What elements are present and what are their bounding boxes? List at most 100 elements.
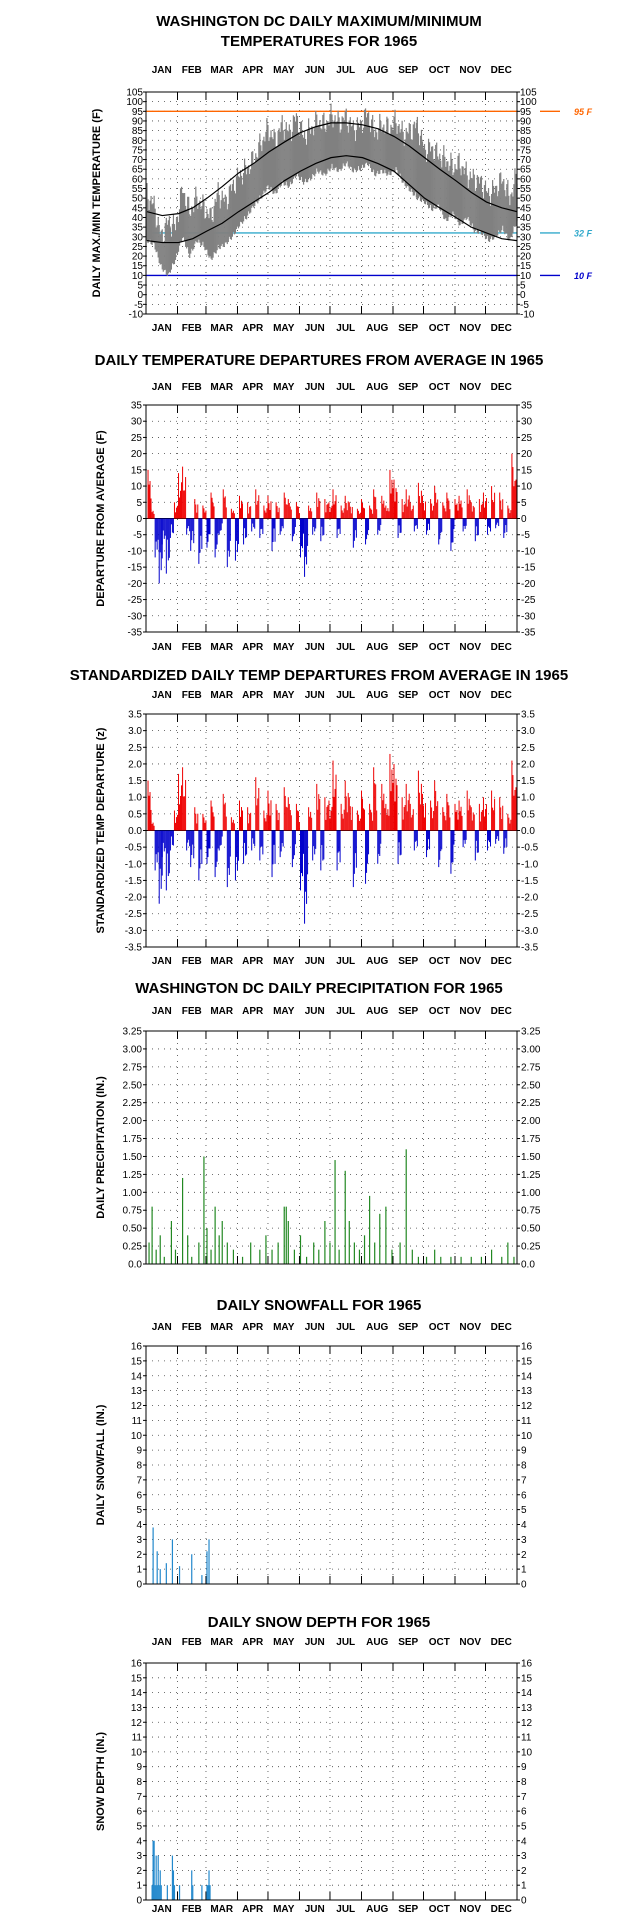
chart-title: WASHINGTON DC DAILY PRECIPITATION FOR 19… (135, 980, 503, 997)
y-tick-right: 14 (521, 1371, 533, 1382)
y-tick-left: 0.75 (123, 1206, 143, 1217)
month-label-bottom: NOV (459, 323, 481, 334)
y-tick-right: 2 (521, 1866, 527, 1877)
y-tick-left: 30 (132, 232, 144, 243)
y-tick-left: 25 (132, 242, 144, 253)
y-tick-left: 9 (136, 1762, 142, 1773)
month-label-bottom: DEC (491, 642, 512, 653)
month-label-top: AUG (366, 382, 388, 393)
chart-5: DAILY SNOWFALL FOR 1965 JAN FEB MAR APR MAY JU… (95, 1297, 533, 1591)
month-label-top: JUL (336, 690, 355, 701)
month-label-bottom: AUG (366, 956, 388, 967)
month-label-top: JAN (152, 65, 172, 76)
y-tick-left: 8 (136, 1461, 142, 1472)
y-tick-left: 40 (132, 213, 144, 224)
y-tick-left: 7 (136, 1475, 142, 1486)
month-label-bottom: FEB (182, 642, 202, 653)
y-tick-right: -5 (520, 300, 529, 311)
y-tick-right: 5 (521, 498, 527, 509)
month-label-top: JAN (152, 1322, 172, 1333)
y-tick-right: 5 (521, 1821, 527, 1832)
y-tick-right: 11 (521, 1733, 532, 1744)
month-label-top: FEB (182, 1006, 202, 1017)
y-tick-right: 0.50 (521, 1224, 541, 1235)
y-tick-left: 1.25 (123, 1170, 143, 1181)
month-label-top: JUN (305, 1322, 325, 1333)
y-tick-left: 35 (131, 401, 143, 412)
y-tick-left: 80 (132, 136, 144, 147)
y-tick-left: 2.5 (128, 743, 142, 754)
y-tick-left: -35 (128, 628, 143, 639)
plot-border (145, 1030, 518, 1265)
month-label-top: NOV (459, 65, 481, 76)
y-tick-right: -1.5 (521, 876, 539, 887)
y-tick-left: 3.25 (123, 1027, 143, 1038)
y-tick-left: -30 (128, 611, 143, 622)
month-label-bottom: AUG (366, 323, 388, 334)
y-tick-left: -3.5 (125, 943, 143, 954)
y-tick-right: 45 (520, 203, 532, 214)
month-label-top: DEC (491, 690, 512, 701)
month-label-bottom: APR (242, 1904, 264, 1915)
y-tick-right: -0.5 (521, 843, 539, 854)
month-label-top: JUN (305, 382, 325, 393)
chart-title: DAILY TEMPERATURE DEPARTURES FROM AVERAG… (95, 352, 544, 369)
y-tick-left: 10 (131, 1431, 143, 1442)
normal-min-line (146, 155, 518, 244)
month-label-bottom: SEP (398, 956, 418, 967)
month-label-top: NOV (459, 382, 481, 393)
month-label-top: DEC (491, 65, 512, 76)
month-label-bottom: JAN (152, 1904, 172, 1915)
y-tick-right: 14 (521, 1688, 533, 1699)
month-label-bottom: JUN (305, 956, 325, 967)
chart-title: WASHINGTON DC DAILY MAXIMUM/MINIMUM (156, 13, 482, 30)
y-tick-right: 3.5 (521, 710, 535, 721)
y-tick-right: 30 (520, 232, 532, 243)
y-tick-right: 0 (521, 1580, 527, 1591)
y-tick-left: 5 (136, 1505, 142, 1516)
y-tick-right: 1.50 (521, 1152, 541, 1163)
month-label-top: DEC (491, 1637, 512, 1648)
month-label-top: OCT (429, 1006, 450, 1017)
y-tick-left: 5 (136, 1821, 142, 1832)
month-label-top: APR (242, 382, 264, 393)
reference-label: 10 F (574, 271, 593, 281)
month-label-top: MAR (210, 690, 234, 701)
month-label-top: APR (242, 1006, 264, 1017)
y-tick-left: 16 (131, 1342, 143, 1353)
y-tick-right: 10 (521, 1431, 533, 1442)
month-label-top: JUL (336, 1322, 355, 1333)
y-tick-right: -3.5 (521, 943, 539, 954)
y-tick-right: 25 (520, 242, 532, 253)
y-tick-left: 0.0 (128, 826, 142, 837)
y-tick-right: 10 (521, 482, 533, 493)
y-tick-left: 2 (136, 1550, 142, 1561)
month-label-bottom: APR (242, 642, 264, 653)
y-tick-left: 100 (126, 97, 143, 108)
month-label-top: MAR (210, 382, 234, 393)
y-tick-left: 15 (132, 261, 144, 272)
y-tick-right: 16 (521, 1342, 533, 1353)
month-label-bottom: MAY (273, 956, 295, 967)
y-tick-left: 6 (136, 1807, 142, 1818)
month-label-top: JUN (305, 1006, 325, 1017)
y-tick-left: 3.5 (128, 710, 142, 721)
y-tick-right: -2.5 (521, 909, 539, 920)
y-axis-label: DAILY PRECIPITATION (IN.) (95, 1076, 107, 1219)
month-label-bottom: OCT (429, 642, 450, 653)
y-tick-left: 2.75 (123, 1062, 143, 1073)
y-tick-left: 11 (132, 1416, 143, 1427)
y-tick-right: 11 (521, 1416, 532, 1427)
month-label-bottom: JUL (336, 956, 355, 967)
y-tick-right: -10 (521, 546, 536, 557)
y-tick-left: 35 (132, 223, 144, 234)
month-label-bottom: DEC (491, 323, 512, 334)
y-tick-left: 3.0 (128, 726, 142, 737)
y-tick-left: 20 (131, 449, 143, 460)
y-tick-right: 10 (521, 1747, 533, 1758)
y-tick-left: -10 (128, 546, 143, 557)
y-tick-right: 70 (520, 155, 532, 166)
y-tick-right: 13 (521, 1703, 533, 1714)
month-label-bottom: JUL (336, 1904, 355, 1915)
